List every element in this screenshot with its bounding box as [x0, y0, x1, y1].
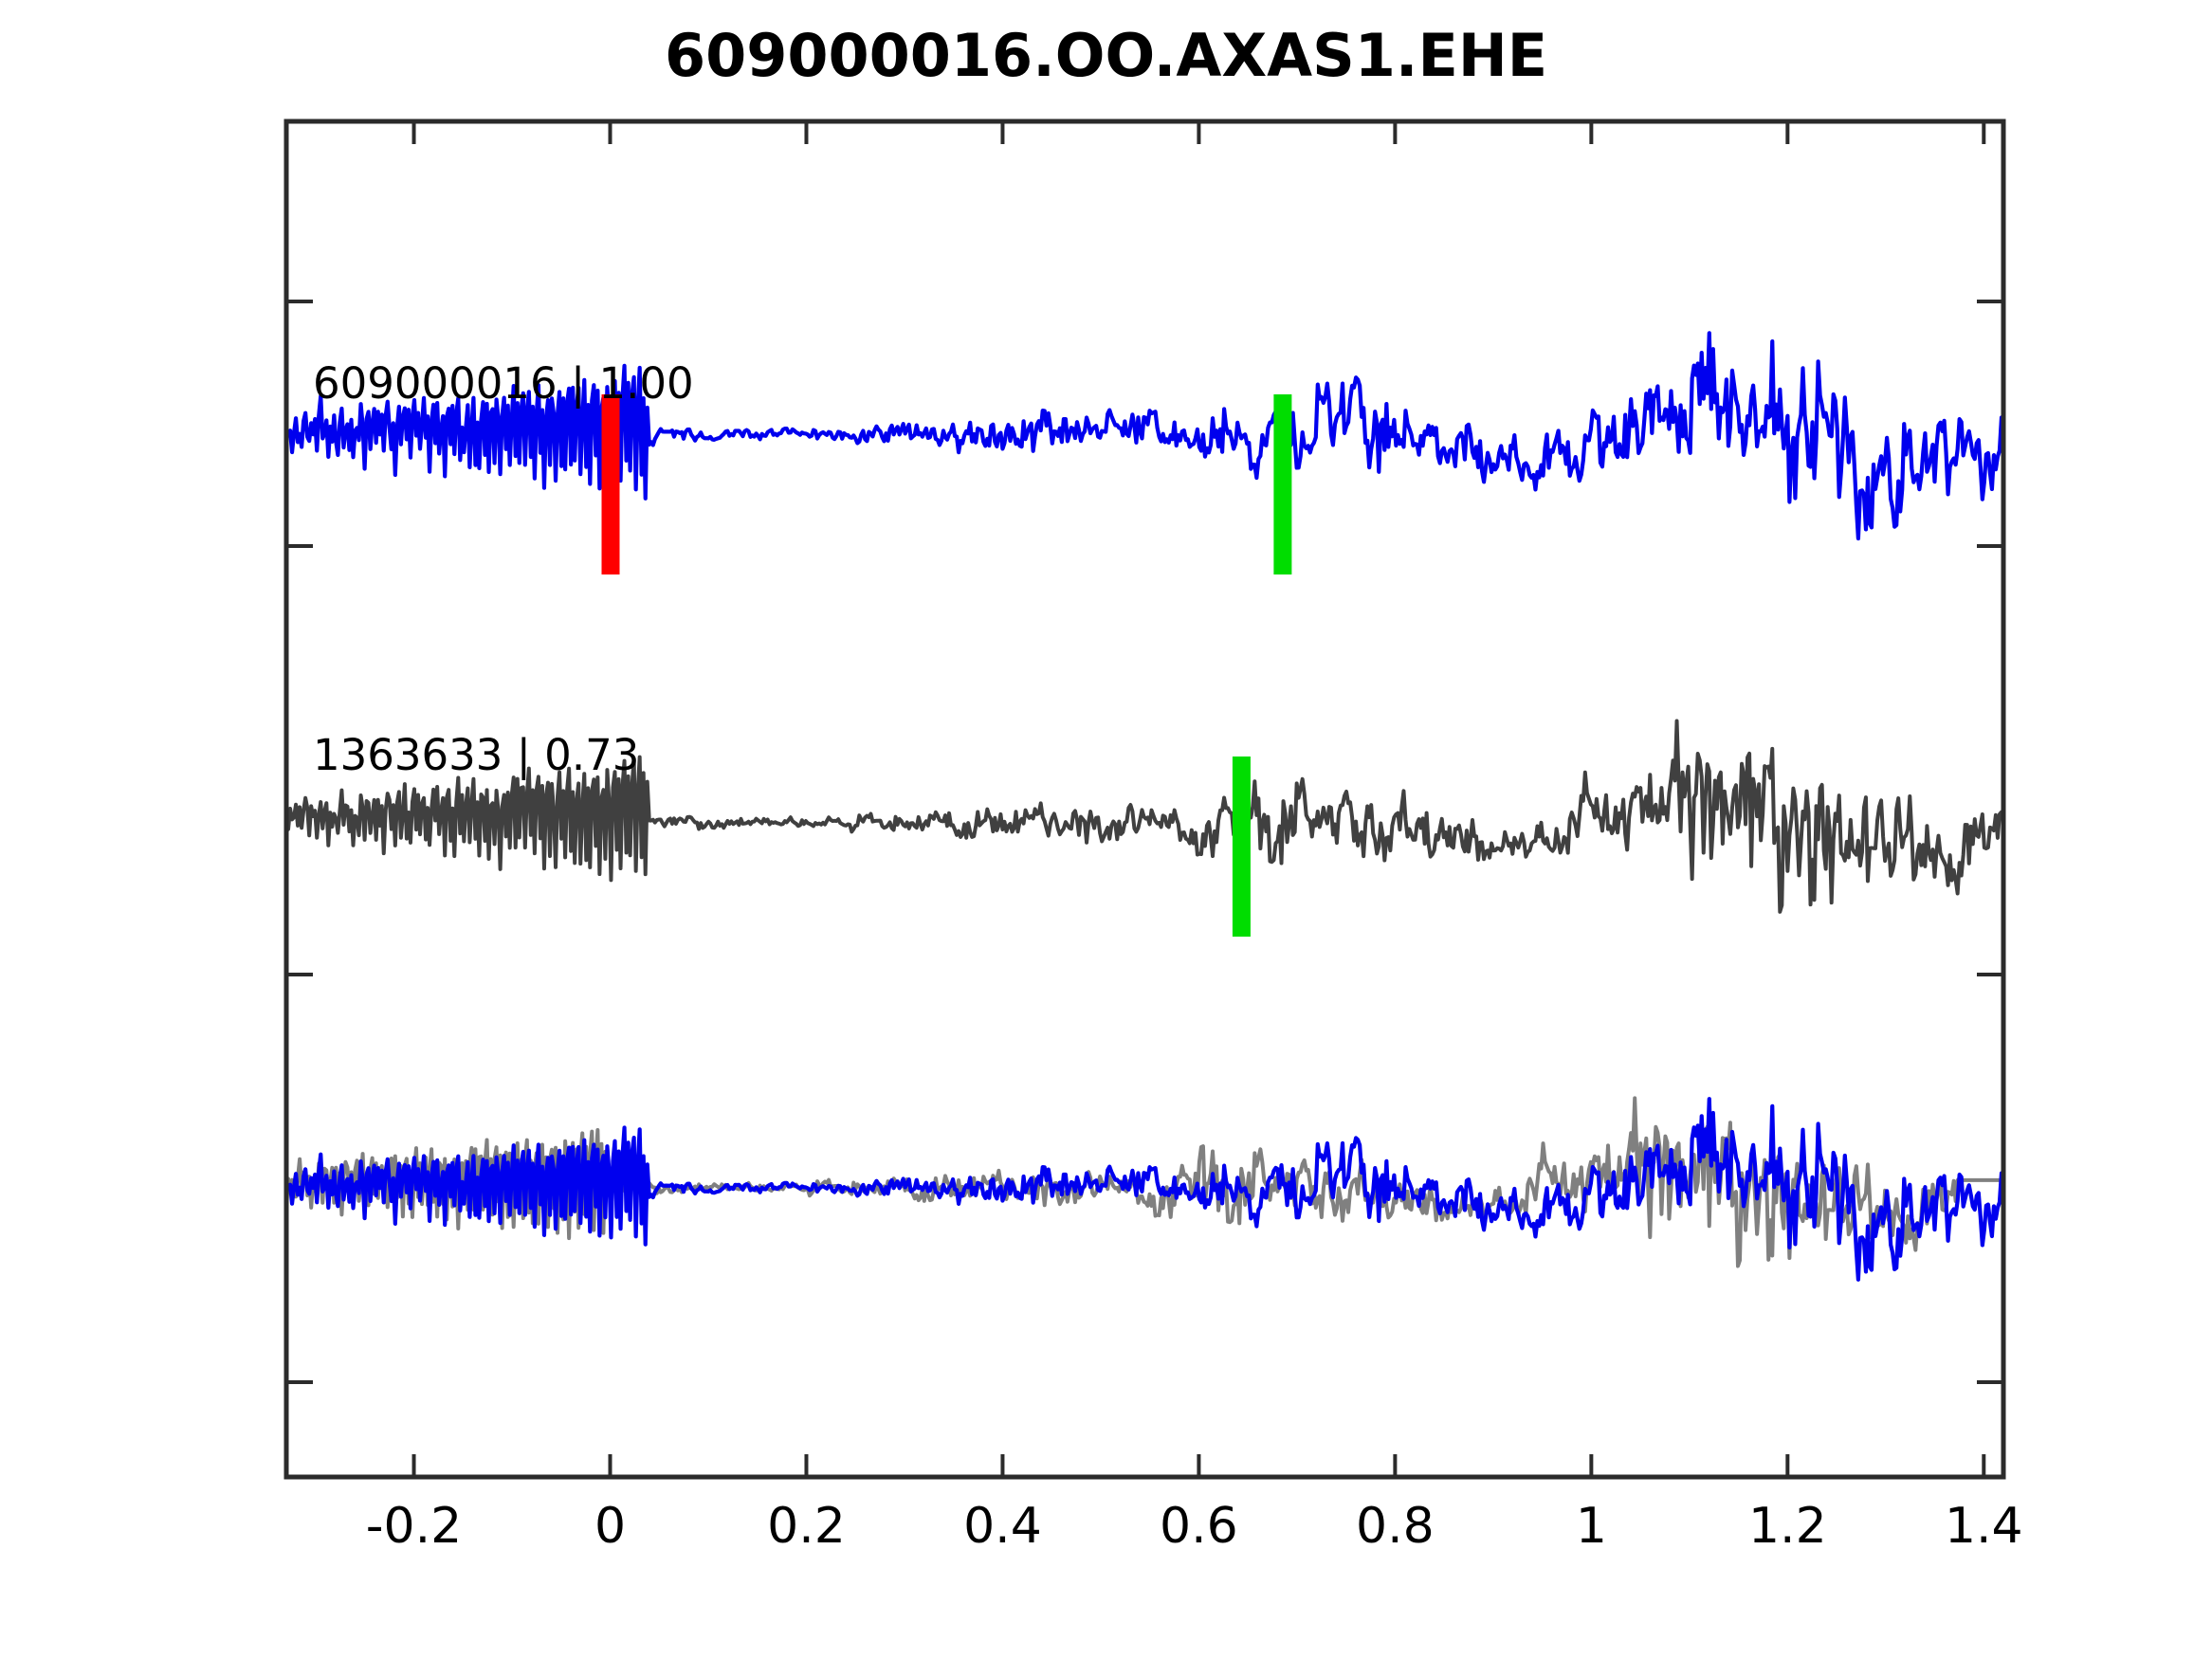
pick-marker-green-pick-panel1[interactable]: [1273, 394, 1292, 574]
waveform-plot-svg: [283, 118, 2006, 1480]
x-axis-tick-label: 1: [1575, 1498, 1607, 1555]
x-axis-tick-label: 1.4: [1944, 1498, 2023, 1555]
waveform-trace-template: [283, 331, 2006, 541]
page-title: 609000016.OO.AXAS1.EHE: [664, 21, 1548, 90]
pick-marker-green-pick-panel2[interactable]: [1232, 757, 1251, 937]
x-axis-tick-label: 0.8: [1356, 1498, 1435, 1555]
trace-label-secondary: 1363633 | 0.73: [313, 730, 640, 780]
pick-marker-red-pick-panel1[interactable]: [601, 394, 620, 574]
trace-label-primary: 609000016 | 1.00: [313, 358, 694, 409]
waveform-overlay-blue: [283, 1097, 2006, 1282]
x-axis-tick-label: -0.2: [365, 1498, 463, 1555]
x-axis-tick-label: 0.4: [963, 1498, 1042, 1555]
x-axis-tick-label: 0: [594, 1498, 627, 1555]
x-axis-tick-label: 0.2: [767, 1498, 846, 1555]
plot-area: [283, 118, 2006, 1480]
plot-frame: [283, 118, 2006, 1480]
x-axis-tick-label: 0.6: [1160, 1498, 1238, 1555]
waveform-trace-detection: [284, 719, 2005, 914]
x-axis-tick-label: 1.2: [1747, 1498, 1827, 1555]
